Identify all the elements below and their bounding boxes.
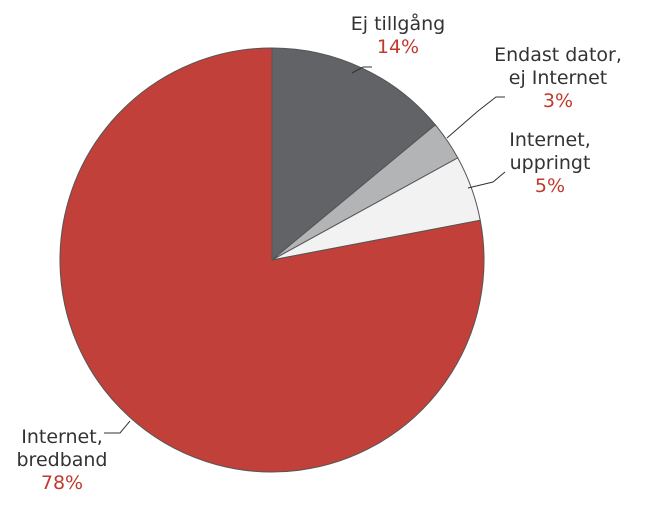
pie-slice-internet-bredband <box>59 47 485 473</box>
slice-label-endast-dator: Endast dator, <box>494 44 622 66</box>
slice-value-internet-uppringt: 5% <box>535 175 565 197</box>
pie-slice-ej-tillgang <box>271 47 437 262</box>
leader-line-internet-uppringt <box>467 171 506 189</box>
slice-label-internet-bredband: bredband <box>16 449 107 471</box>
leader-line-ej-tillgang <box>351 66 372 74</box>
slice-value-endast-dator: 3% <box>543 90 573 112</box>
slice-label-endast-dator: ej Internet <box>509 67 607 89</box>
slice-value-ej-tillgang: 14% <box>377 36 419 58</box>
slice-label-internet-uppringt: Internet, <box>509 129 590 151</box>
pie-slices <box>59 47 485 473</box>
leader-lines <box>104 66 506 434</box>
slice-label-internet-bredband: Internet, <box>21 426 102 448</box>
slice-label-ej-tillgang: Ej tillgång <box>351 12 445 35</box>
leader-line-endast-dator <box>446 96 505 139</box>
slice-label-internet-uppringt: uppringt <box>510 152 591 174</box>
slice-value-internet-bredband: 78% <box>41 472 83 494</box>
leader-line-internet-bredband <box>104 420 131 434</box>
